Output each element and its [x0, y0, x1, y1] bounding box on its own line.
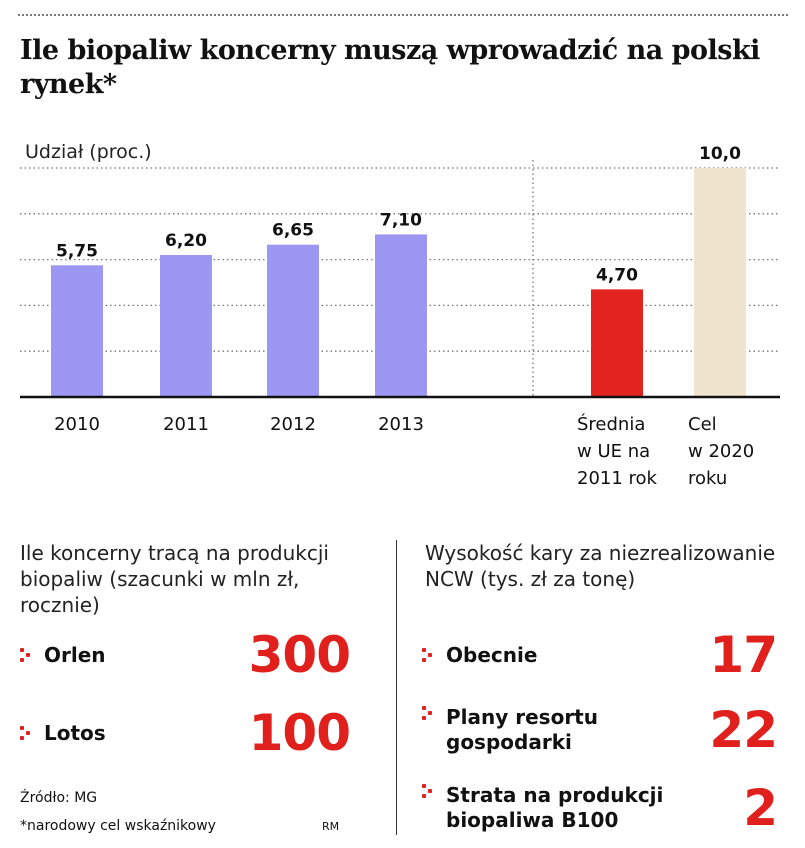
bullet-icon — [20, 724, 34, 742]
category-label: 2011 rok — [577, 468, 658, 489]
bar-chart: Udział (proc.) 5,75 2010 6,20 2011 6,65 2012 7… — [20, 141, 780, 489]
bar-value-label: 7,10 — [380, 210, 422, 230]
category-label: 2012 — [270, 414, 316, 435]
bar-value-label: 10,0 — [699, 144, 741, 164]
bullet-icon — [422, 646, 436, 664]
stat-label: Plany resortu gospodarki — [446, 705, 598, 754]
stat-value: 22 — [709, 701, 778, 759]
bar-value-label: 4,70 — [596, 265, 638, 285]
category-label: Średnia — [577, 413, 645, 435]
bullet-icon — [422, 704, 436, 722]
bar — [375, 234, 427, 397]
losses-heading: Ile koncerny tracą na produkcji biopaliw… — [20, 541, 329, 617]
losses-panel: Ile koncerny tracą na produkcji biopaliw… — [20, 540, 370, 690]
bar — [694, 168, 746, 397]
stat-value: 17 — [709, 626, 778, 684]
stat-value: 2 — [743, 779, 778, 837]
stat-label: Obecnie — [446, 642, 538, 667]
penalty-heading: Wysokość kary za niezrealizowanie NCW (t… — [425, 541, 776, 591]
category-label: Cel — [688, 414, 717, 435]
stat-row-b100-loss: Strata na produkcji biopaliwa B100 2 — [422, 778, 778, 838]
bar-value-label: 5,75 — [56, 241, 98, 261]
category-label: 2010 — [54, 414, 100, 435]
stat-row-ministry-plans: Plany resortu gospodarki 22 — [422, 700, 778, 760]
category-label: 2013 — [378, 414, 424, 435]
category-label: w UE na — [577, 441, 650, 462]
panel-divider — [396, 540, 397, 835]
category-label: 2011 — [163, 414, 209, 435]
penalty-panel: Wysokość kary za niezrealizowanie NCW (t… — [425, 540, 795, 600]
bar-value-label: 6,65 — [272, 221, 314, 241]
stat-row-current: Obecnie 17 — [422, 626, 778, 684]
bullet-icon — [20, 646, 34, 664]
bar-value-label: 6,20 — [165, 231, 207, 251]
stat-label: Strata na produkcji biopaliwa B100 — [446, 783, 664, 832]
top-rule — [18, 14, 788, 16]
stat-value: 300 — [248, 626, 351, 684]
stat-row-lotos: Lotos 100 — [20, 704, 351, 762]
category-label: roku — [688, 468, 727, 489]
bar — [267, 244, 319, 397]
source-note: Źródło: MG — [20, 790, 98, 806]
y-axis-label: Udział (proc.) — [25, 141, 152, 163]
author-initials: RM — [322, 820, 340, 833]
bar — [591, 289, 643, 397]
chart-title: Ile biopaliw koncerny muszą wprowadzić n… — [20, 35, 760, 100]
footnote: *narodowy cel wskaźnikowy — [20, 818, 216, 834]
stat-row-orlen: Orlen 300 — [20, 626, 351, 684]
stat-label: Orlen — [44, 642, 106, 667]
stat-label: Lotos — [44, 720, 106, 745]
bullet-icon — [422, 782, 436, 800]
stat-value: 100 — [248, 704, 351, 762]
category-label: w 2020 — [688, 441, 754, 462]
bar — [51, 265, 103, 397]
bar — [160, 255, 212, 397]
